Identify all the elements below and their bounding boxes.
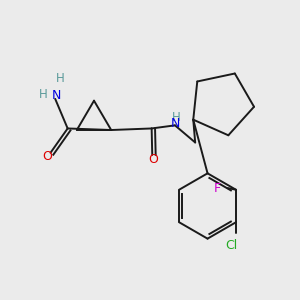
Text: Cl: Cl (225, 239, 237, 252)
Text: H: H (172, 111, 181, 124)
Text: F: F (214, 182, 221, 195)
Text: O: O (148, 153, 158, 167)
Text: H: H (38, 88, 47, 101)
Text: O: O (42, 150, 52, 163)
Text: N: N (52, 89, 62, 102)
Text: H: H (56, 72, 64, 85)
Text: N: N (171, 117, 180, 130)
